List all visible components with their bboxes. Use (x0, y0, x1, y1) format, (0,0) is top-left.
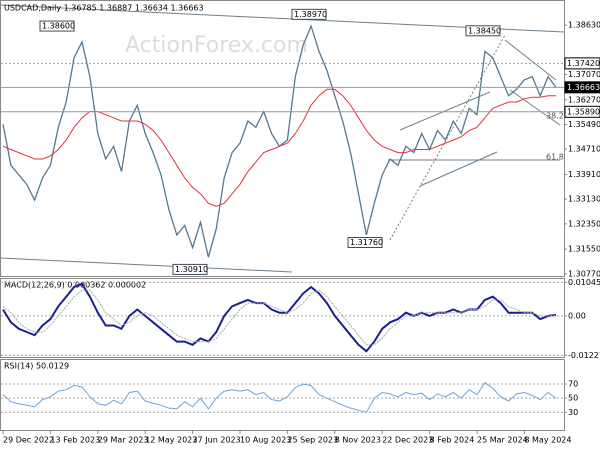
x-tick-label: 8 Nov 2023 (335, 436, 381, 445)
annotation-label: 1.38970 (294, 10, 327, 19)
x-tick-label: 13 Feb 2023 (50, 436, 100, 445)
series-line (2, 289, 556, 346)
x-tick-label: 8 May 2024 (524, 436, 571, 445)
y-tick-label: 1.36270 (568, 95, 600, 104)
annotation-label: 1.30910 (175, 265, 208, 274)
series-line (2, 381, 557, 413)
macd-frame (0, 278, 565, 358)
y-tick-label: 1.35490 (568, 120, 600, 129)
x-tick-label: 29 Mar 2023 (98, 436, 149, 445)
y-tick-label: 70 (568, 380, 578, 389)
price-level-label: 1.35890 (567, 107, 600, 116)
rsi-title: RSI(14) 50.0129 (4, 362, 69, 371)
annotation-label: 1.31760 (350, 238, 383, 247)
annotation-box (291, 8, 327, 20)
annotation-box (172, 263, 208, 275)
y-tick-label: 1.37070 (568, 70, 600, 79)
annotation-label: 1.38450 (468, 26, 501, 35)
main-title: USDCAD,Daily 1.36785 1.36887 1.36634 1.3… (4, 4, 204, 13)
x-tick-label: 27 Jun 2023 (193, 436, 241, 445)
annotation-label: 1.38600 (42, 22, 75, 31)
annotation-box (39, 20, 75, 32)
price-level-label: 1.37420 (567, 59, 600, 68)
y-tick-label: 1.31550 (568, 245, 600, 254)
series-line (2, 88, 556, 207)
y-tick-label: 30 (568, 408, 578, 417)
x-tick-label: 8 Feb 2024 (430, 436, 475, 445)
y-tick-label: 1.30770 (568, 269, 600, 278)
price-level-box (564, 105, 600, 118)
y-tick-label: 1.38630 (568, 21, 600, 30)
series-line (2, 24, 557, 258)
annotation-box (347, 237, 383, 249)
x-tick-label: 29 Dec 2022 (3, 436, 54, 445)
y-tick-label: 1.33130 (568, 195, 600, 204)
y-tick-label: 1.33910 (568, 170, 600, 179)
y-tick-label: 1.34710 (568, 145, 600, 154)
y-tick-label: 0.010457 (568, 278, 600, 287)
y-tick-label: -0.012276 (568, 351, 600, 360)
price-level-box (564, 81, 600, 94)
annotation-box (465, 25, 501, 37)
x-tick-label: 25 Sep 2023 (287, 436, 338, 445)
fib-label: 38.2 (546, 112, 564, 121)
x-tick-label: 10 Aug 2023 (240, 436, 291, 445)
price-level-label: 1.36663 (567, 83, 600, 92)
main-frame (0, 0, 565, 277)
y-tick-label: 0.00 (568, 311, 586, 320)
rsi-frame (0, 359, 565, 431)
y-tick-label: 50 (568, 394, 578, 403)
x-tick-label: 22 Dec 2023 (382, 436, 433, 445)
watermark: ActionForex.com (125, 33, 308, 58)
fib-label: 61.8 (546, 153, 564, 162)
series-line (2, 282, 557, 353)
macd-title: MACD(12,26,9) 0.000362 0.000002 (4, 281, 146, 290)
x-tick-label: 25 Mar 2024 (477, 436, 528, 445)
x-tick-label: 12 May 2023 (145, 436, 197, 445)
price-level-box (564, 57, 600, 70)
y-tick-label: 1.32350 (568, 219, 600, 228)
